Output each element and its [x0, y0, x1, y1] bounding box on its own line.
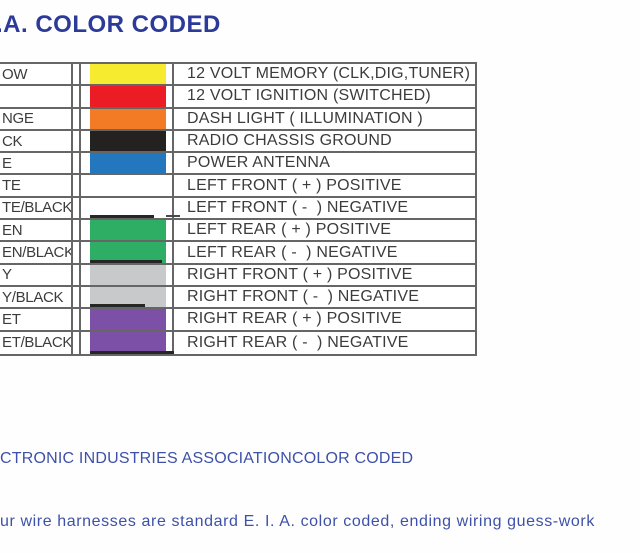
wire-function-description: LEFT REAR ( - ) NEGATIVE [187, 243, 398, 261]
swatch-cell [81, 130, 174, 152]
table-row: NGE DASH LIGHT ( ILLUMINATION ) [0, 108, 475, 131]
color-swatch [90, 175, 166, 196]
table-row: Y RIGHT FRONT ( + ) POSITIVE [0, 264, 475, 287]
black-stripe [90, 215, 154, 219]
wire-function-description: POWER ANTENNA [187, 154, 331, 172]
swatch-cell [81, 286, 174, 308]
swatch-cell [81, 309, 174, 330]
spacer-cell [73, 175, 81, 196]
wire-function-description: RADIO CHASSIS GROUND [187, 132, 392, 150]
wire-function-description: LEFT FRONT ( - ) NEGATIVE [187, 198, 409, 216]
wire-color-name: Y/BLACK [0, 286, 73, 308]
table-row: Y/BLACK RIGHT FRONT ( - ) NEGATIVE [0, 286, 475, 310]
swatch-cell [81, 108, 174, 129]
spacer-cell [73, 264, 81, 285]
spacer-cell [73, 108, 81, 129]
wire-color-name: CK [0, 130, 73, 152]
swatch-cell [81, 64, 174, 85]
color-swatch [90, 64, 166, 85]
stripe-dash [166, 214, 180, 218]
color-swatch [90, 86, 166, 107]
swatch-cell [81, 242, 174, 263]
table-row: TE LEFT FRONT ( + ) POSITIVE [0, 175, 475, 198]
spacer-cell [73, 64, 81, 85]
black-stripe [90, 259, 162, 263]
wire-color-name: Y [0, 264, 73, 285]
wire-color-name [0, 86, 73, 107]
wire-color-name: TE/BLACK [0, 197, 73, 219]
color-swatch [90, 130, 166, 152]
spacer-cell [73, 331, 81, 354]
wire-function-description: 12 VOLT MEMORY (CLK,DIG,TUNER) [187, 65, 471, 83]
table-row: TE/BLACK LEFT FRONT ( - ) NEGATIVE [0, 197, 475, 221]
table-row: ET RIGHT REAR ( + ) POSITIVE [0, 309, 475, 332]
spacer-cell [73, 86, 81, 107]
table-row: OW 12 VOLT MEMORY (CLK,DIG,TUNER) [0, 64, 475, 87]
color-swatch [90, 153, 166, 174]
table-rows: OW 12 VOLT MEMORY (CLK,DIG,TUNER) 12 VOL… [0, 64, 475, 354]
swatch-cell [81, 175, 174, 196]
table-row: E POWER ANTENNA [0, 153, 475, 176]
wire-color-name: EN/BLACK [0, 242, 73, 263]
black-stripe [90, 304, 145, 308]
wire-function-description: RIGHT FRONT ( + ) POSITIVE [187, 265, 413, 283]
spacer-cell [73, 197, 81, 219]
wire-function-description: DASH LIGHT ( ILLUMINATION ) [187, 109, 423, 127]
spacer-cell [73, 130, 81, 152]
footer-line-2: ur wire harnesses are standard E. I. A. … [0, 513, 595, 530]
wire-color-name: ET/BLACK [0, 331, 73, 354]
color-swatch [90, 309, 166, 330]
wire-color-name: E [0, 153, 73, 174]
wire-color-name: TE [0, 175, 73, 196]
swatch-cell [81, 264, 174, 285]
wire-function-description: LEFT REAR ( + ) POSITIVE [187, 221, 392, 239]
swatch-cell [81, 220, 174, 241]
color-swatch [90, 331, 166, 354]
swatch-cell [81, 153, 174, 174]
table-row: 12 VOLT IGNITION (SWITCHED) [0, 86, 475, 109]
color-swatch [90, 242, 166, 263]
wire-color-code-table: OW 12 VOLT MEMORY (CLK,DIG,TUNER) 12 VOL… [0, 62, 477, 356]
table-row: EN LEFT REAR ( + ) POSITIVE [0, 220, 475, 243]
page-title: .A. COLOR CODED [0, 11, 221, 38]
color-swatch [90, 264, 166, 285]
color-swatch [90, 108, 166, 129]
wire-function-description: 12 VOLT IGNITION (SWITCHED) [187, 87, 431, 105]
color-swatch [90, 197, 166, 219]
swatch-cell [81, 197, 180, 219]
spacer-cell [73, 220, 81, 241]
wire-color-name: ET [0, 309, 73, 330]
wire-color-name: EN [0, 220, 73, 241]
swatch-cell [81, 86, 174, 107]
wire-function-description: RIGHT REAR ( - ) NEGATIVE [187, 333, 409, 351]
wire-color-name: OW [0, 64, 73, 85]
table-row: CK RADIO CHASSIS GROUND [0, 130, 475, 154]
footer-line-1: CTRONIC INDUSTRIES ASSOCIATIONCOLOR CODE… [0, 450, 414, 467]
black-stripe [90, 350, 174, 354]
wire-color-name: NGE [0, 108, 73, 129]
spacer-cell [73, 309, 81, 330]
color-swatch [90, 286, 166, 308]
wire-function-description: RIGHT REAR ( + ) POSITIVE [187, 310, 402, 328]
wire-function-description: LEFT FRONT ( + ) POSITIVE [187, 176, 402, 194]
table-row: EN/BLACK LEFT REAR ( - ) NEGATIVE [0, 242, 475, 265]
wire-function-description: RIGHT FRONT ( - ) NEGATIVE [187, 288, 420, 306]
spacer-cell [73, 242, 81, 263]
spacer-cell [73, 153, 81, 174]
spacer-cell [73, 286, 81, 308]
color-swatch [90, 220, 166, 241]
swatch-cell [81, 331, 174, 354]
table-row: ET/BLACK RIGHT REAR ( - ) NEGATIVE [0, 331, 475, 354]
